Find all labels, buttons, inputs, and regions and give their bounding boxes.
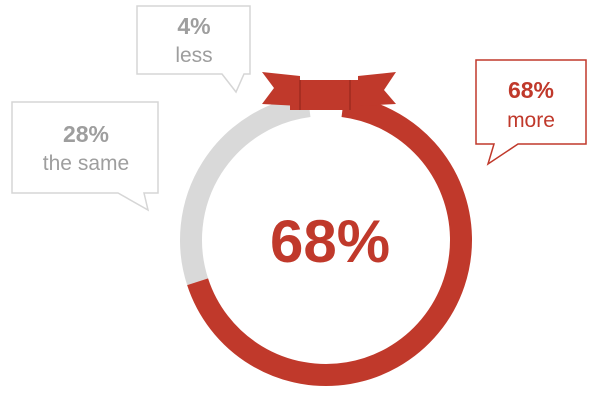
callout-less-box (136, 5, 251, 94)
callout-more-percentage: 68% (508, 77, 554, 103)
callout-less-percentage: 4% (177, 13, 210, 39)
center-percentage-label: 68% (270, 208, 390, 275)
slice-the-same (180, 95, 311, 286)
donut-ring (180, 95, 472, 386)
ribbon-banner-icon (262, 72, 396, 110)
callout-more: 68% more (475, 59, 587, 166)
callout-the-same-label: the same (43, 152, 129, 175)
callout-the-same: 28% the same (11, 101, 159, 212)
callout-more-box (475, 59, 587, 166)
callout-less: 4% less (136, 5, 251, 94)
callout-same-box (11, 101, 159, 212)
callout-more-label: more (507, 109, 555, 132)
ribbon-center (290, 80, 360, 110)
callout-less-label: less (175, 44, 212, 67)
ribbon-tail-right (358, 72, 396, 106)
slice-more (187, 95, 472, 386)
callout-the-same-percentage: 28% (63, 121, 109, 147)
